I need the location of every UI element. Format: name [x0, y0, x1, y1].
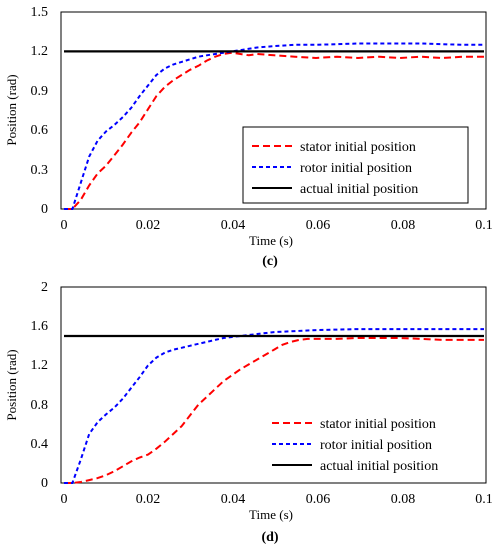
chart-d: 0 0.4 0.8 1.2 1.6 2 0 0.02 0.04 0.06 0.0… — [4, 280, 493, 545]
legend-d: stator initial position rotor initial po… — [263, 404, 473, 477]
caption-c: (c) — [262, 254, 278, 269]
plot-area-d — [60, 286, 487, 484]
y-tick-label: 0.9 — [31, 84, 49, 99]
series-line-stator-d — [64, 337, 484, 484]
legend-entry-rotor: rotor initial position — [300, 161, 412, 176]
x-tick-label: 0.1 — [475, 492, 493, 507]
x-tick-label: 0.04 — [221, 218, 246, 233]
series-group-c — [64, 42, 484, 210]
y-tick-label: 0.6 — [31, 123, 49, 138]
y-axis-label-c: Position (rad) — [4, 74, 19, 145]
caption-d: (d) — [261, 530, 278, 545]
x-tick-label: 0.06 — [306, 218, 331, 233]
y-tick-label: 1.6 — [31, 319, 49, 334]
x-tick-label: 0 — [61, 218, 68, 233]
chart-c: 0 0.3 0.6 0.9 1.2 1.5 0 0.02 0.04 0.06 0… — [4, 5, 493, 269]
series-line-stator-c — [64, 51, 484, 210]
y-tick-label: 1.2 — [31, 44, 49, 59]
series-group-d — [64, 328, 484, 484]
legend-box — [242, 126, 469, 204]
x-tick-label: 0.08 — [391, 492, 416, 507]
legend-entry-actual: actual initial position — [320, 459, 438, 474]
y-axis-label-d: Position (rad) — [4, 349, 19, 420]
legend-entry-stator: stator initial position — [320, 417, 436, 432]
y-tick-label: 0.4 — [31, 437, 49, 452]
y-ticks-d: 0 0.4 0.8 1.2 1.6 2 — [31, 280, 49, 491]
y-tick-label: 2 — [41, 280, 48, 295]
plot-area-c — [60, 11, 487, 210]
x-tick-label: 0.02 — [136, 492, 161, 507]
legend-c: stator initial position rotor initial po… — [242, 126, 469, 204]
series-line-rotor-c — [64, 42, 484, 210]
x-ticks-c: 0 0.02 0.04 0.06 0.08 0.1 — [61, 218, 493, 233]
series-line-rotor-d — [64, 328, 484, 484]
x-axis-label-d: Time (s) — [249, 507, 293, 522]
x-ticks-d: 0 0.02 0.04 0.06 0.08 0.1 — [61, 492, 493, 507]
x-axis-label-c: Time (s) — [249, 233, 293, 248]
y-tick-label: 0 — [41, 202, 48, 217]
y-tick-label: 1.2 — [31, 358, 49, 373]
y-tick-label: 0 — [41, 476, 48, 491]
legend-entry-stator: stator initial position — [300, 140, 416, 155]
x-tick-label: 0.06 — [306, 492, 331, 507]
legend-entry-rotor: rotor initial position — [320, 438, 432, 453]
x-tick-label: 0.08 — [391, 218, 416, 233]
x-tick-label: 0 — [61, 492, 68, 507]
y-ticks-c: 0 0.3 0.6 0.9 1.2 1.5 — [31, 5, 49, 217]
y-tick-label: 0.3 — [31, 163, 49, 178]
legend-entry-actual: actual initial position — [300, 182, 418, 197]
y-tick-label: 1.5 — [31, 5, 49, 20]
x-tick-label: 0.02 — [136, 218, 161, 233]
x-tick-label: 0.04 — [221, 492, 246, 507]
x-tick-label: 0.1 — [475, 218, 493, 233]
y-tick-label: 0.8 — [31, 398, 49, 413]
